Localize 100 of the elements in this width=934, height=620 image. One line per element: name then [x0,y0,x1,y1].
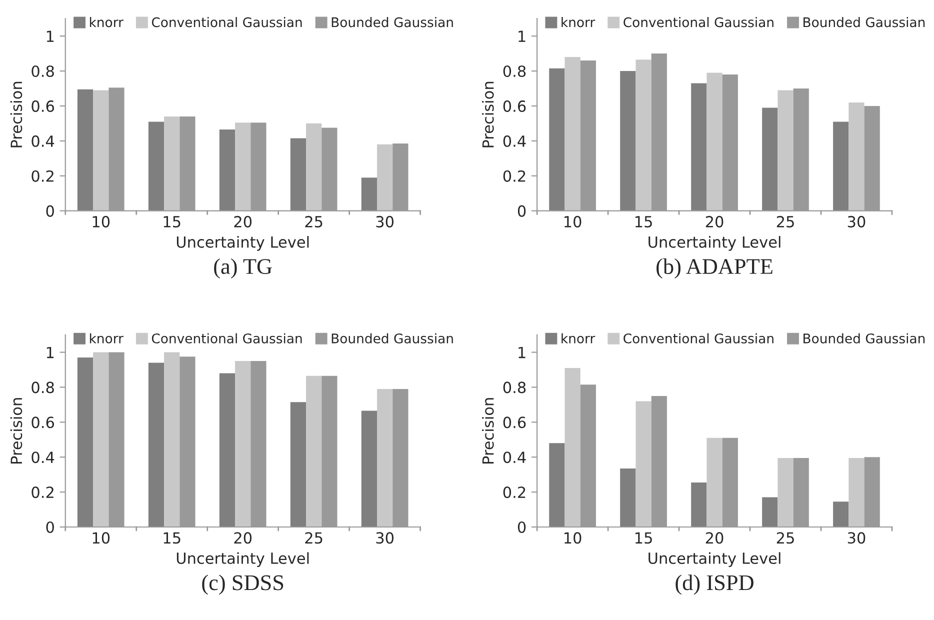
y-axis-title: Precision [482,82,494,148]
bar [833,122,849,211]
x-axis-title: Uncertainty Level [176,552,309,567]
bar [691,482,707,527]
bar [361,178,377,211]
y-tick-label: 0 [518,521,526,534]
y-tick-label: 0.4 [32,452,54,464]
bar [306,123,322,211]
legend-label: Conventional Gaussian [624,333,774,344]
x-tick-label: 20 [234,532,252,544]
x-tick-label: 25 [776,532,794,544]
y-tick-label: 0 [46,521,54,534]
bar [549,68,565,211]
bar [706,72,722,211]
y-tick-label: 0.8 [503,382,526,394]
bar [564,368,580,527]
x-tick-label: 30 [848,532,866,544]
y-tick-label: 1 [518,30,526,42]
y-tick-label: 1 [518,346,526,358]
y-tick-label: 0.6 [32,416,54,428]
legend-label: Conventional Gaussian [624,17,774,28]
bar [564,57,580,211]
bar [219,130,236,211]
x-tick-label: 10 [92,532,110,544]
bar [164,116,180,211]
y-tick-label: 0.6 [503,100,526,112]
y-tick-label: 0.4 [503,452,526,464]
text: (d) ISPD [676,574,754,595]
bar [778,458,794,527]
x-tick-label: 30 [376,216,394,228]
y-tick-label: 0.2 [32,486,54,498]
x-tick-label: 15 [164,532,180,544]
bar [219,373,236,527]
bar [762,108,778,211]
x-tick-label: 20 [706,532,724,544]
y-tick-label: 0 [46,205,54,217]
bar [636,60,652,211]
y-tick-label: 0.6 [503,416,526,428]
x-tick-label: 10 [92,216,110,228]
legend-label: knorr [562,17,596,28]
x-tick-label: 25 [305,216,322,228]
bar [833,502,849,527]
bar [549,443,565,527]
x-tick-label: 10 [564,532,582,544]
text: (b) ADAPTE [656,258,772,279]
bar [636,401,652,527]
y-axis-title: Precision [10,398,22,464]
bar [377,144,393,211]
x-tick-label: 15 [635,216,652,228]
bar [361,410,377,527]
x-axis-title: Uncertainty Level [648,552,780,567]
bar [848,458,864,527]
bar [306,376,322,527]
legend-label: Conventional Gaussian [152,333,302,344]
y-tick-label: 1 [46,346,54,358]
bar [848,102,864,211]
bar [164,352,180,527]
x-axis-title: Uncertainty Level [176,236,309,251]
legend-label: Bounded Gaussian [332,333,453,344]
legend-label: knorr [90,17,124,28]
bar [377,388,393,527]
y-axis-title: Precision [482,398,494,464]
text: (c) SDSS [202,574,284,595]
legend-label: Bounded Gaussian [804,333,925,344]
legend-label: knorr [562,333,596,344]
y-tick-label: 0.6 [32,100,54,112]
legend-label: Conventional Gaussian [152,17,302,28]
x-tick-label: 15 [635,532,652,544]
y-tick-label: 0.4 [503,135,526,147]
x-tick-label: 25 [776,216,794,228]
bar [290,402,306,527]
y-tick-label: 0.2 [503,486,526,498]
bar [620,468,636,527]
bar [77,358,94,527]
y-tick-label: 1 [46,30,54,42]
bar [290,138,306,211]
x-tick-label: 25 [305,532,322,544]
bar [148,362,164,527]
x-tick-label: 20 [234,216,252,228]
bar [706,438,722,527]
bar [620,71,636,211]
bar [93,352,109,527]
y-tick-label: 0.4 [32,135,54,147]
bar [148,122,164,211]
bar [778,90,794,211]
legend-label: Bounded Gaussian [804,17,925,28]
y-tick-label: 0.8 [503,65,526,78]
bar [93,90,109,211]
legend-label: knorr [90,333,124,344]
y-tick-label: 0.2 [503,170,526,182]
x-tick-label: 15 [164,216,180,228]
x-tick-label: 10 [564,216,582,228]
bar [77,89,94,211]
bar [235,361,251,527]
x-tick-label: 30 [376,532,394,544]
y-axis-title: Precision [10,82,22,148]
bar [235,122,251,211]
bar [762,497,778,527]
y-tick-label: 0 [518,205,526,217]
y-tick-label: 0.2 [32,170,54,182]
